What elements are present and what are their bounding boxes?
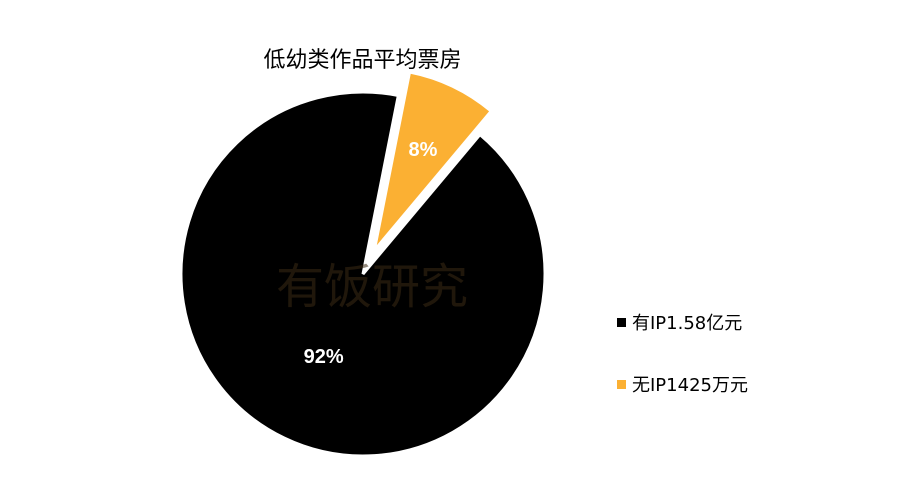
legend-label: 有IP1.58亿元 bbox=[632, 313, 743, 334]
slice-label-with-ip: 92% bbox=[304, 346, 344, 368]
watermark-text: 有饭研究 bbox=[276, 259, 468, 315]
pie-slice-with-ip bbox=[179, 90, 547, 458]
pie-slice-without-ip bbox=[372, 70, 494, 252]
legend-swatch bbox=[617, 317, 626, 327]
legend: 有IP1.58亿元 无IP1425万元 bbox=[617, 308, 748, 432]
chart-title: 低幼类作品平均票房 bbox=[263, 48, 462, 73]
pie-slice-labels: 92% 8% bbox=[304, 139, 438, 368]
legend-swatch bbox=[617, 379, 626, 389]
legend-item-with-ip: 有IP1.58亿元 bbox=[617, 308, 748, 336]
pie-slices bbox=[179, 70, 547, 458]
slice-label-without-ip: 8% bbox=[409, 139, 438, 161]
legend-label: 无IP1425万元 bbox=[632, 375, 748, 396]
legend-item-without-ip: 无IP1425万元 bbox=[617, 370, 748, 398]
